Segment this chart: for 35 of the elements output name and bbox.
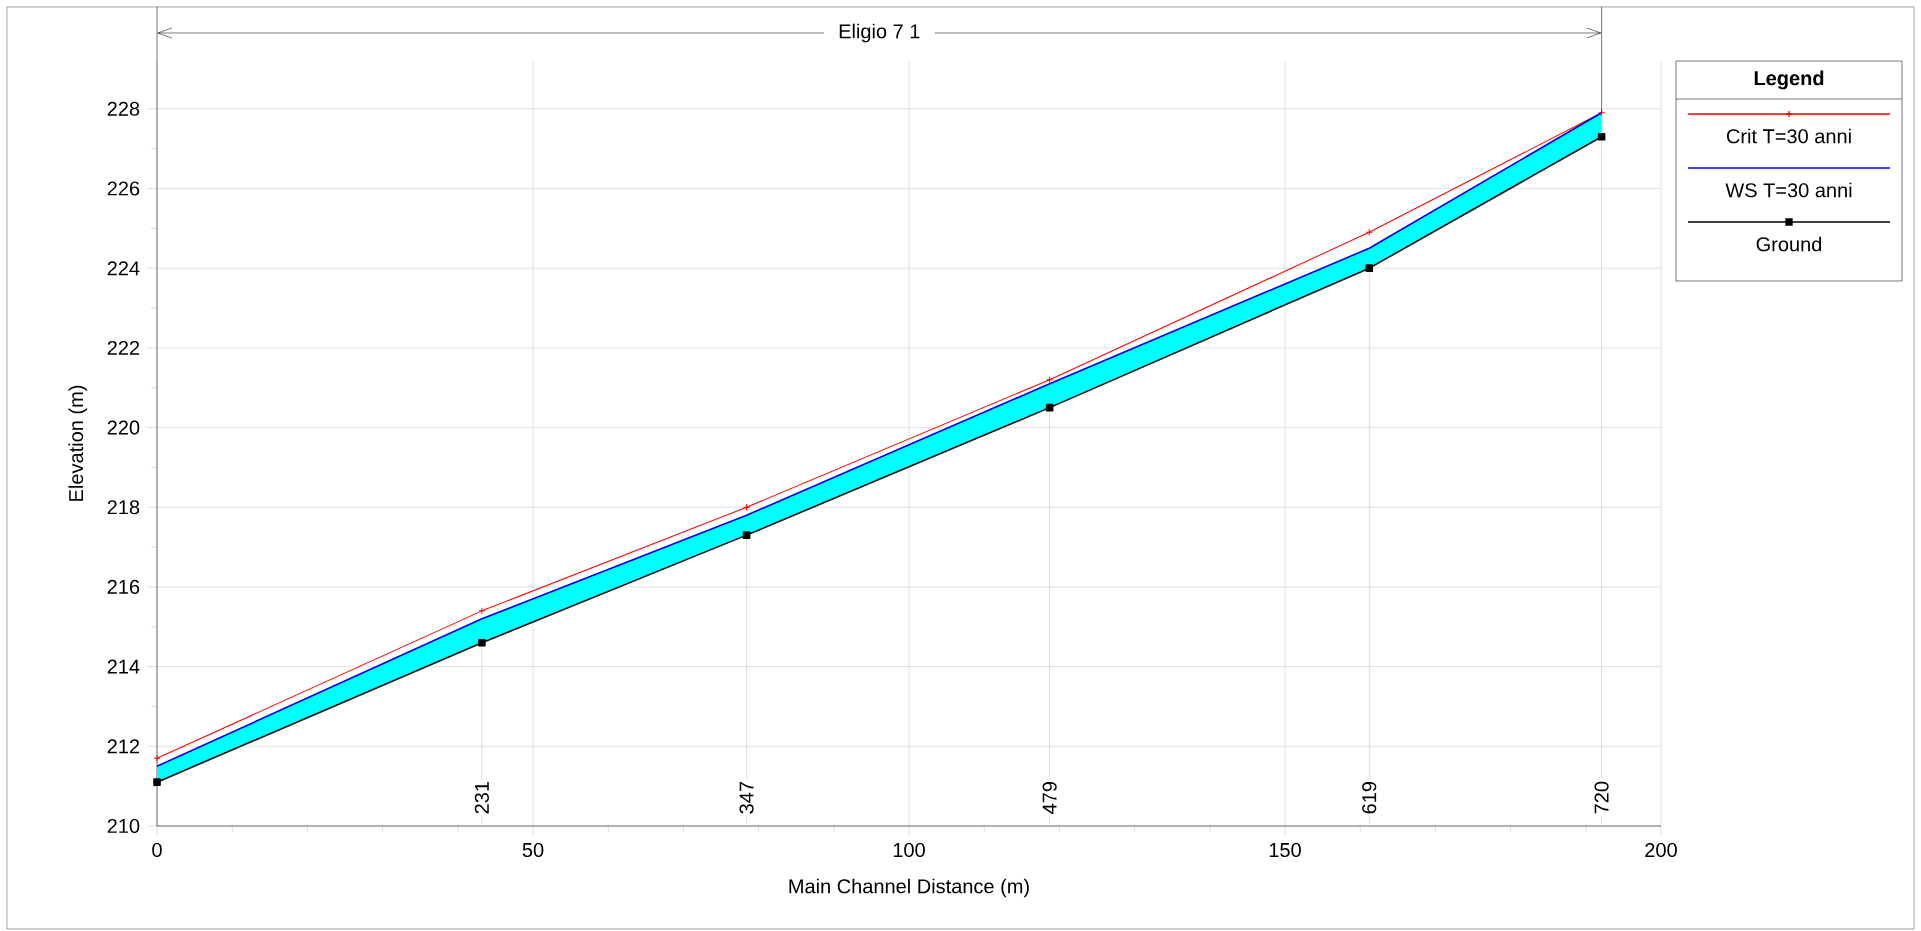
y-tick-label: 212 (107, 739, 140, 754)
y-tick-label: 214 (107, 659, 140, 674)
x-tick-label: 150 (1269, 842, 1301, 858)
y-tick-label: 228 (107, 101, 140, 116)
annotation: 347 (739, 782, 754, 814)
y-tick-label: 226 (107, 181, 140, 196)
x-tick-label: 200 (1645, 842, 1677, 858)
chart-title: Eligio 7 1 (839, 23, 920, 43)
legend-label: Crit T=30 anni (1726, 128, 1851, 144)
y-tick-label: 210 (107, 818, 140, 834)
x-tick-label: 0 (152, 842, 162, 858)
point (1365, 264, 1374, 272)
point (743, 503, 751, 511)
text: WS T=30 anni (1725, 182, 1852, 198)
x-tick-label: 100 (893, 842, 925, 858)
y-tick-label: 222 (107, 340, 140, 355)
point (742, 531, 751, 539)
annotation: 720 (1594, 781, 1609, 814)
y-tick-label: 218 (107, 500, 140, 515)
point (153, 778, 161, 786)
x-axis-title: Main Channel Distance (m) (789, 878, 1029, 898)
y-tick-label: 224 (107, 261, 140, 276)
y-tick-label: 216 (107, 579, 140, 594)
legend-title: Legend (1754, 70, 1824, 90)
annotation: 231 (474, 782, 489, 814)
point (1365, 228, 1373, 236)
annotation: 619 (1362, 781, 1377, 814)
point (478, 638, 486, 647)
y-axis-title: Elevation (m) (68, 385, 88, 501)
annotation: 479 (1042, 781, 1057, 814)
y-tick-label: 220 (107, 420, 140, 435)
legend-label: Ground (1756, 236, 1822, 252)
point (478, 607, 486, 615)
x-tick-label: 50 (522, 842, 544, 858)
point (1046, 376, 1054, 384)
